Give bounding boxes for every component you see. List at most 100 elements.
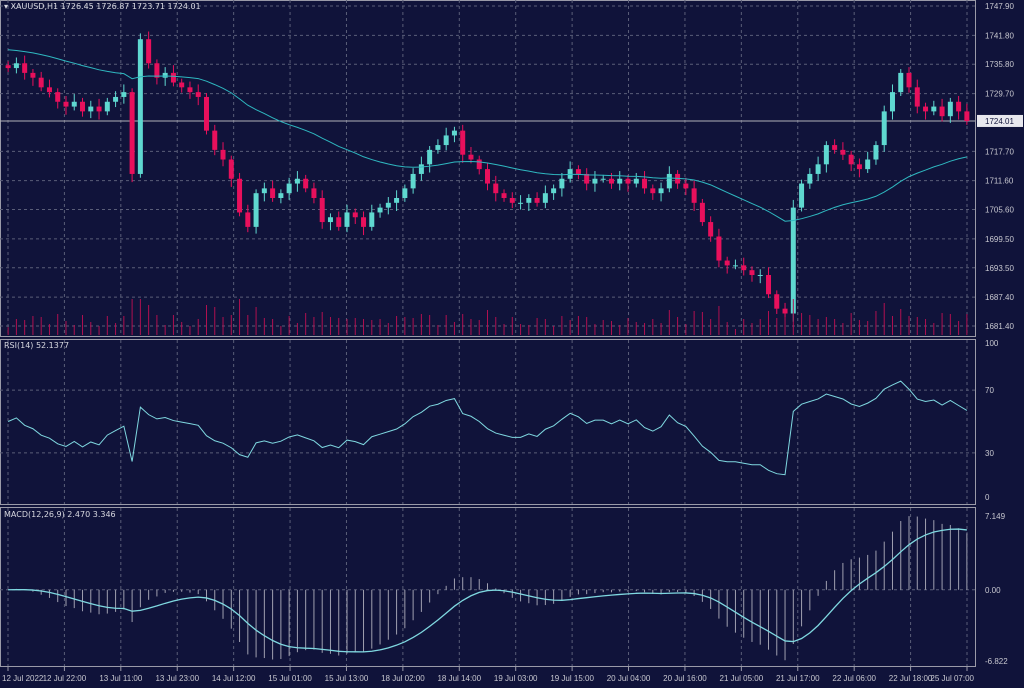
candle-bull xyxy=(71,101,77,107)
candle-bear xyxy=(625,178,631,184)
rsi-y-tick-label: 70 xyxy=(985,386,994,395)
x-tick-label: 13 Jul 23:00 xyxy=(155,674,199,683)
x-tick-label: 14 Jul 12:00 xyxy=(212,674,256,683)
candle-bull xyxy=(551,188,557,194)
y-tick-label: 1741.80 xyxy=(985,31,1014,40)
candle-bear xyxy=(5,65,11,69)
candle-bear xyxy=(336,217,342,227)
y-tick-label: 1717.70 xyxy=(985,147,1014,156)
rsi-panel-frame xyxy=(0,339,976,505)
rsi-y-tick-label: 30 xyxy=(985,449,994,458)
candle-bear xyxy=(650,188,656,194)
candle-bear xyxy=(964,111,970,122)
candle-bear xyxy=(691,188,697,203)
candle-bear xyxy=(303,178,309,189)
candle-bear xyxy=(460,130,466,155)
candle-bear xyxy=(476,159,482,170)
candle-bear xyxy=(129,92,135,174)
rsi-y-tick-label: 100 xyxy=(985,339,999,348)
candle-bear xyxy=(203,96,209,131)
candle-bull xyxy=(394,198,400,203)
candle-bull xyxy=(327,217,333,223)
candle-bull xyxy=(865,159,871,170)
x-tick-label: 20 Jul 16:00 xyxy=(663,674,707,683)
candle-bear xyxy=(63,101,69,107)
candle-bull xyxy=(377,207,383,213)
candle-bear xyxy=(146,39,152,64)
x-tick-label: 21 Jul 05:00 xyxy=(720,674,764,683)
candle-bear xyxy=(832,145,838,150)
candle-bull xyxy=(88,106,94,112)
candle-bull xyxy=(559,178,565,189)
candle-bull xyxy=(881,111,887,146)
ohlc-label: 1726.45 1726.87 1723.71 1724.01 xyxy=(60,2,201,11)
candle-bear xyxy=(782,308,788,314)
candle-bear xyxy=(38,77,44,88)
candle-bull xyxy=(443,135,449,146)
candle-bull xyxy=(294,178,300,184)
candle-bull xyxy=(542,193,548,203)
candle-bear xyxy=(22,63,28,73)
macd-y-tick-label: 0.00 xyxy=(985,586,1001,595)
candle-bear xyxy=(840,149,846,155)
candle-bear xyxy=(485,169,490,184)
candle-bear xyxy=(509,198,515,203)
candle-bear xyxy=(170,72,176,83)
candle-bear xyxy=(584,173,590,184)
candle-bear xyxy=(708,222,714,237)
candle-bear xyxy=(237,178,243,213)
y-tick-label: 1747.90 xyxy=(985,2,1014,11)
candle-bull xyxy=(427,149,433,165)
candle-bull xyxy=(815,164,821,174)
x-tick-label: 19 Jul 15:00 xyxy=(550,674,594,683)
candle-bear xyxy=(683,183,689,189)
candle-bear xyxy=(608,178,614,184)
y-tick-label: 1735.80 xyxy=(985,60,1014,69)
y-tick-label: 1699.50 xyxy=(985,235,1014,244)
symbol-header: ▾ XAUUSD,H1 1726.45 1726.87 1723.71 1724… xyxy=(4,2,201,11)
candle-bull xyxy=(369,212,375,227)
macd-signal-line xyxy=(8,528,967,653)
candle-bull xyxy=(385,202,391,208)
candle-bull xyxy=(633,178,639,184)
candle-bull xyxy=(253,193,259,227)
x-tick-label: 21 Jul 17:00 xyxy=(776,674,820,683)
candle-bull xyxy=(121,92,127,97)
candle-bull xyxy=(113,96,119,102)
candle-bull xyxy=(261,188,267,194)
rsi-line xyxy=(7,380,968,476)
candle-bull xyxy=(889,92,895,112)
candle-bull xyxy=(418,164,424,174)
candle-bear xyxy=(195,92,201,97)
current-price-tag xyxy=(977,114,1023,127)
macd-title: MACD(12,26,9) 2.470 3.346 xyxy=(4,510,116,519)
candle-bear xyxy=(906,72,912,88)
candle-bear xyxy=(212,130,218,150)
candle-bull xyxy=(757,274,763,276)
symbol-label: XAUUSD,H1 xyxy=(10,2,59,11)
candle-bear xyxy=(724,260,730,266)
candle-bull xyxy=(410,173,416,189)
y-tick-label: 1681.40 xyxy=(985,322,1014,331)
candle-bear xyxy=(749,270,755,275)
candle-bear xyxy=(80,101,86,112)
x-tick-label: 18 Jul 02:00 xyxy=(381,674,425,683)
y-tick-label: 1687.40 xyxy=(985,293,1014,302)
candle-bull xyxy=(873,145,879,160)
candle-bear xyxy=(848,154,854,165)
candle-bear xyxy=(154,63,160,78)
x-tick-label: 22 Jul 18:00 xyxy=(889,674,933,683)
y-tick-label: 1711.60 xyxy=(985,177,1014,186)
candle-bear xyxy=(534,198,540,203)
candle-bull xyxy=(666,173,672,189)
candle-bear xyxy=(245,212,251,227)
candle-bear xyxy=(46,87,52,93)
candle-bull xyxy=(732,265,738,267)
collapse-triangle-icon[interactable]: ▾ xyxy=(4,2,9,11)
candle-bull xyxy=(286,183,292,194)
candle-bull xyxy=(617,178,623,184)
candle-bear xyxy=(493,183,499,194)
x-tick-label: 18 Jul 14:00 xyxy=(437,674,481,683)
